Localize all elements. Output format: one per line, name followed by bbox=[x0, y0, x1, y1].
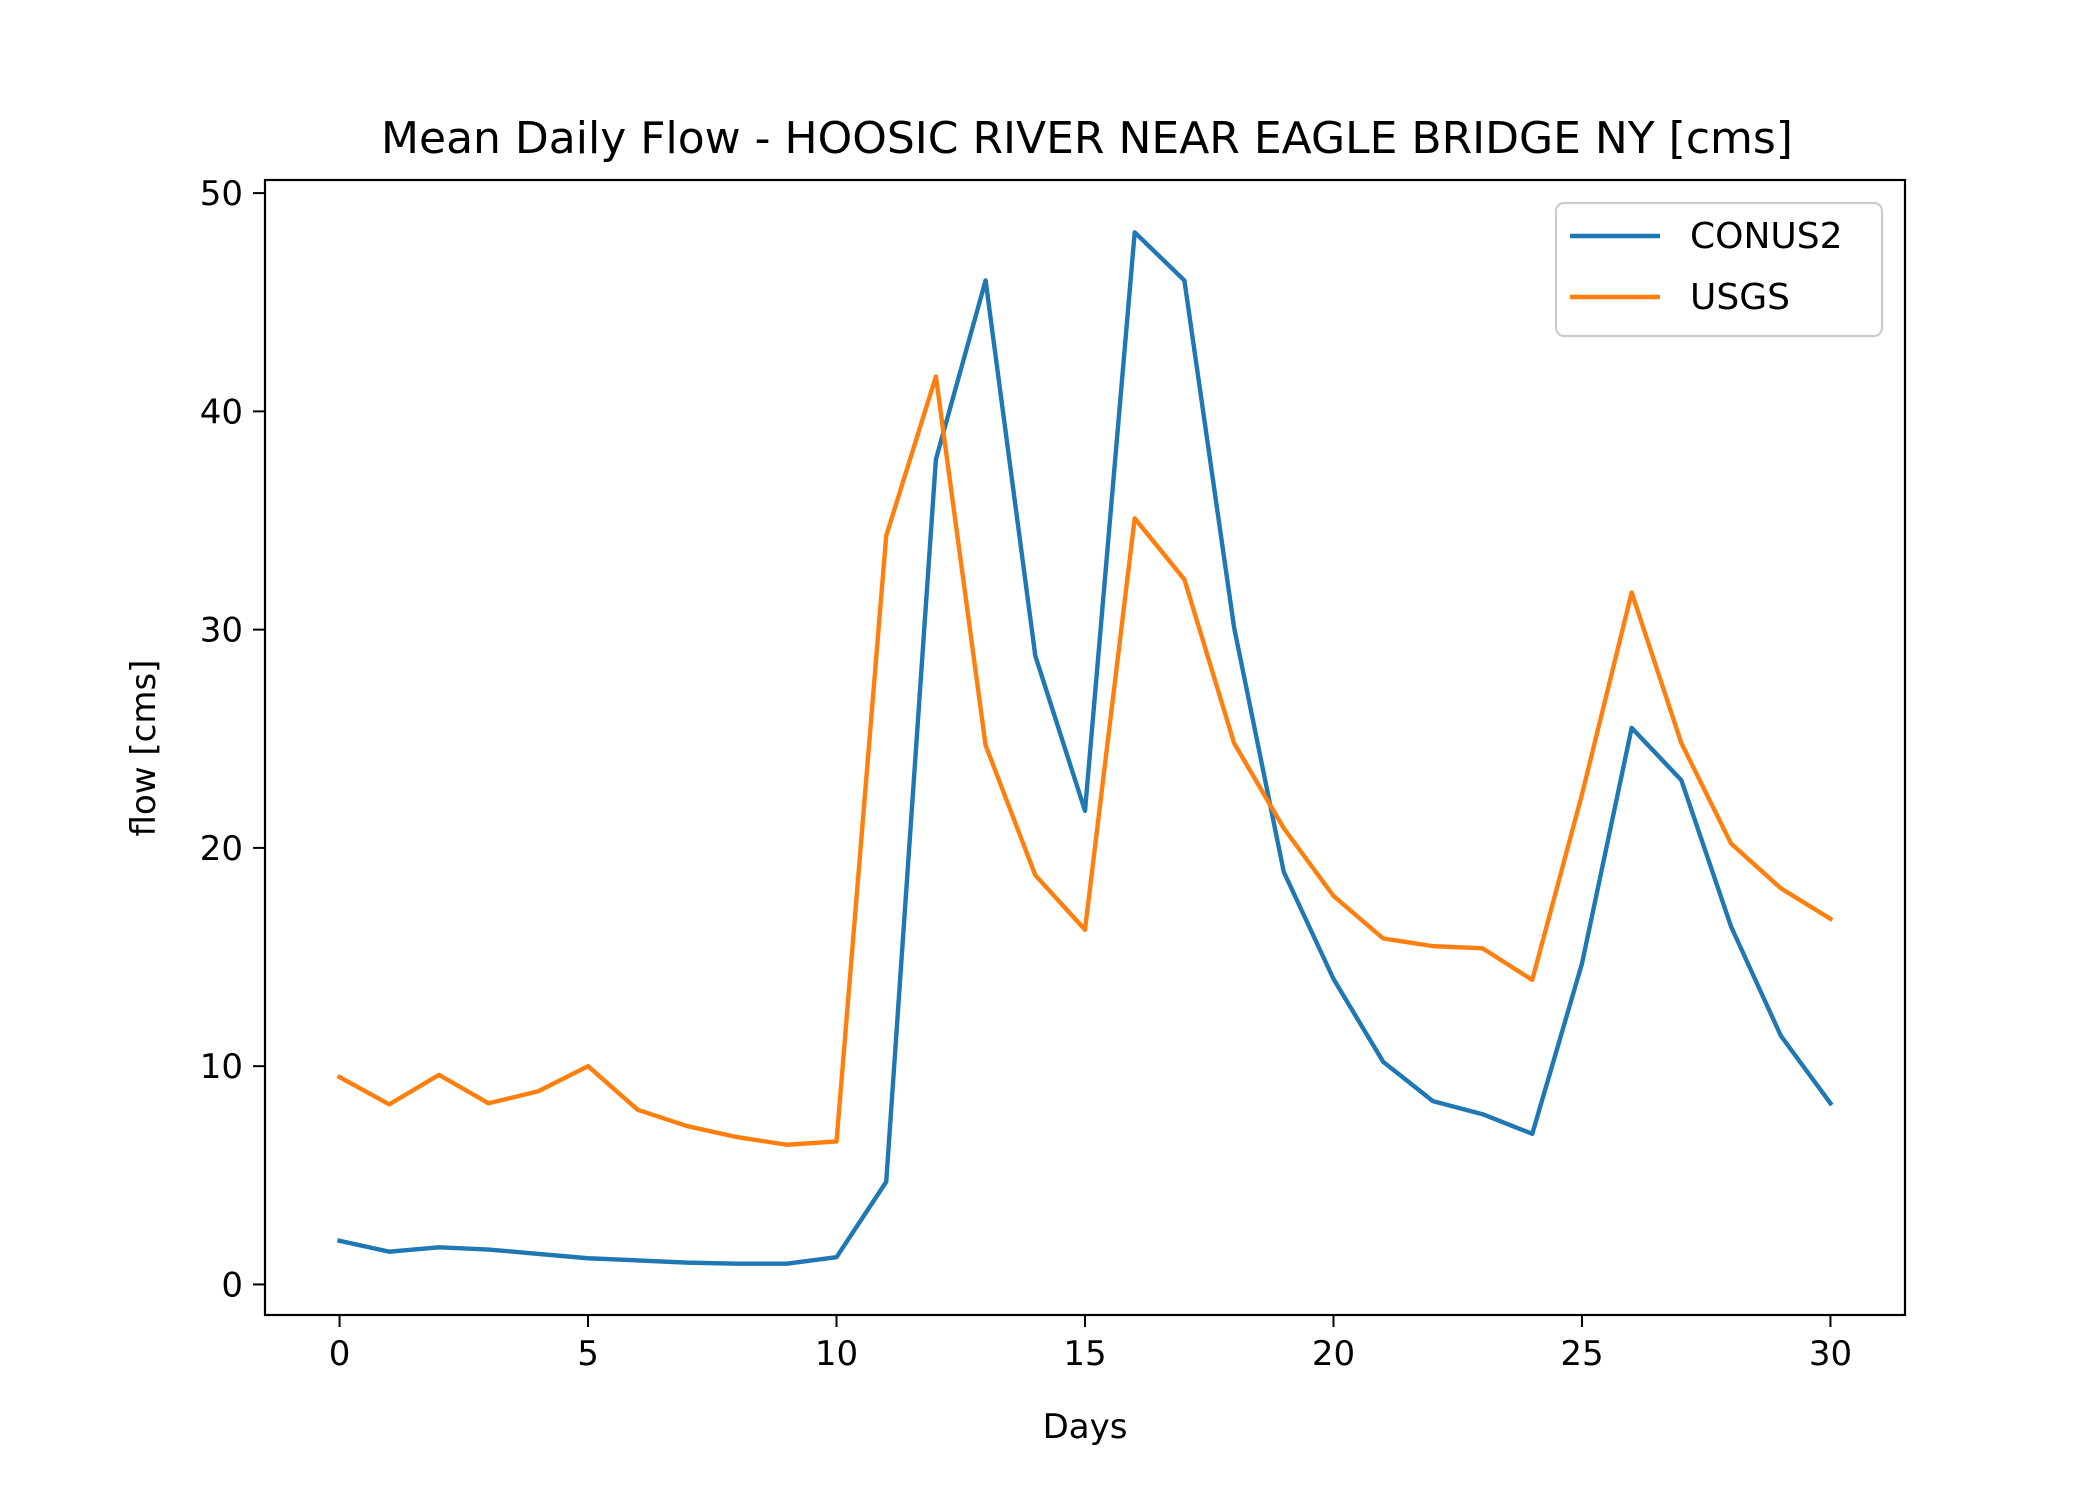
x-tick-label: 10 bbox=[815, 1334, 858, 1374]
legend-label-conus2: CONUS2 bbox=[1690, 216, 1843, 257]
x-tick-label: 5 bbox=[577, 1334, 599, 1374]
y-tick-label: 20 bbox=[200, 829, 243, 869]
x-axis: 0 5 10 15 20 25 30 bbox=[329, 1315, 1852, 1374]
x-tick-label: 25 bbox=[1560, 1334, 1603, 1374]
series-line-conus2 bbox=[336, 230, 1834, 1266]
x-tick-label: 0 bbox=[329, 1334, 351, 1374]
y-tick-label: 40 bbox=[200, 392, 243, 432]
legend-label-usgs: USGS bbox=[1690, 277, 1790, 318]
series-line-usgs bbox=[336, 374, 1834, 1147]
plot-area bbox=[336, 230, 1834, 1266]
y-tick-label: 50 bbox=[200, 174, 243, 214]
x-tick-label: 15 bbox=[1063, 1334, 1106, 1374]
y-tick-label: 30 bbox=[200, 611, 243, 651]
x-tick-label: 30 bbox=[1809, 1334, 1852, 1374]
x-axis-label: Days bbox=[1043, 1407, 1128, 1447]
y-axis-label: flow [cms] bbox=[124, 660, 164, 837]
legend: CONUS2 USGS bbox=[1554, 201, 1884, 338]
chart-title: Mean Daily Flow - HOOSIC RIVER NEAR EAGL… bbox=[381, 113, 1793, 164]
x-tick-label: 20 bbox=[1312, 1334, 1355, 1374]
y-axis: 0 10 20 30 40 50 bbox=[200, 174, 265, 1305]
y-tick-label: 0 bbox=[221, 1265, 243, 1305]
y-tick-label: 10 bbox=[200, 1047, 243, 1087]
